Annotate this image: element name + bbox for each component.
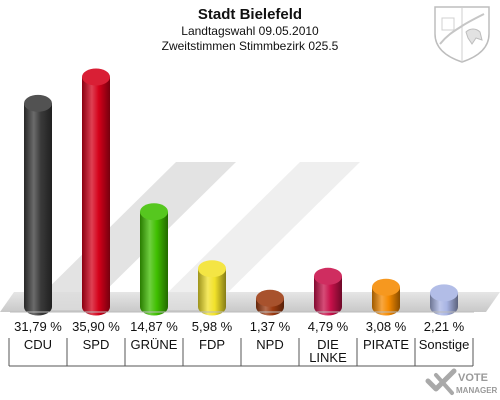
- value-label: 4,79 %: [308, 319, 349, 334]
- value-label: 1,37 %: [250, 319, 291, 334]
- value-label: 3,08 %: [366, 319, 407, 334]
- bar-cdu: [24, 94, 52, 316]
- category-label: SPD: [83, 337, 110, 352]
- value-labels: 31,79 % 35,90 % 14,87 % 5,98 % 1,37 % 4,79 % 3…: [14, 319, 465, 334]
- category-label: DIE: [317, 337, 339, 352]
- category-label: LINKE: [309, 350, 347, 365]
- watermark-manager: MANAGER: [456, 386, 498, 395]
- chart-title: Stadt Bielefeld: [198, 6, 302, 23]
- coat-of-arms-icon: [434, 6, 490, 63]
- category-label: FDP: [199, 337, 225, 352]
- chart-back-shadow: [26, 162, 360, 310]
- bar-grüne: [140, 203, 168, 316]
- value-label: 35,90 %: [72, 319, 120, 334]
- category-label: NPD: [256, 337, 283, 352]
- bar-sonstige: [430, 284, 458, 316]
- value-label: 2,21 %: [424, 319, 465, 334]
- bars-group: [24, 68, 458, 316]
- category-label: GRÜNE: [131, 337, 178, 352]
- bar-die-linke: [314, 267, 342, 316]
- value-label: 5,98 %: [192, 319, 233, 334]
- value-label: 14,87 %: [130, 319, 178, 334]
- bar-npd: [256, 289, 284, 316]
- bar-spd: [82, 68, 110, 316]
- category-label: CDU: [24, 337, 52, 352]
- category-label: PIRATE: [363, 337, 409, 352]
- bar-fdp: [198, 260, 226, 316]
- category-label: Sonstige: [419, 337, 470, 352]
- chart-subtitle-line-1: Landtagswahl 09.05.2010: [181, 24, 319, 38]
- value-label: 31,79 %: [14, 319, 62, 334]
- watermark-vote: VOTE: [458, 372, 488, 384]
- chart-subtitle-line-2: Zweitstimmen Stimmbezirk 025.5: [162, 39, 339, 53]
- vote-check-icon: [425, 368, 457, 395]
- bar-pirate: [372, 278, 401, 316]
- vote-manager-watermark: VOTE MANAGER: [425, 368, 498, 395]
